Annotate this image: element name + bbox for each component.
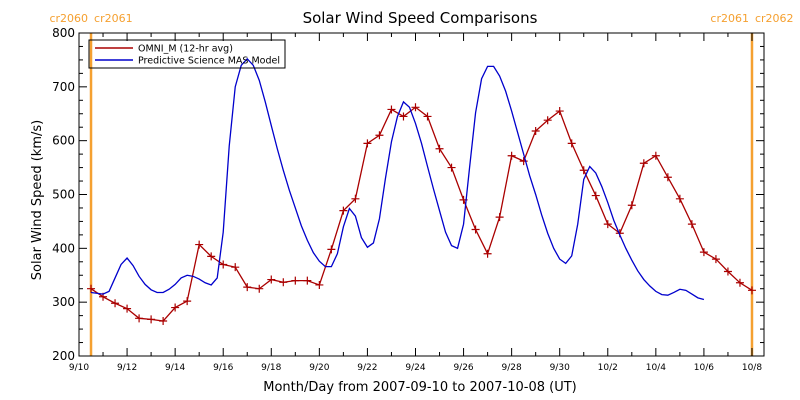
series-point-0 <box>519 157 528 166</box>
x-tick-label: 9/26 <box>453 363 473 373</box>
series-point-0 <box>411 103 420 112</box>
series-point-0 <box>183 297 192 306</box>
series-point-0 <box>579 166 588 175</box>
series-point-0 <box>303 276 312 285</box>
legend-label-mas: Predictive Science MAS Model <box>138 56 280 67</box>
x-tick-label: 9/24 <box>405 363 425 373</box>
y-axis-label: Solar Wind Speed (km/s) <box>30 120 45 280</box>
x-tick-label: 10/4 <box>646 363 666 373</box>
series-point-0 <box>639 159 648 168</box>
y-tick-label: 400 <box>52 241 75 255</box>
series-point-0 <box>135 314 144 323</box>
series-layer <box>87 57 756 326</box>
series-point-0 <box>687 220 696 229</box>
series-point-0 <box>327 245 336 254</box>
series-point-0 <box>507 151 516 160</box>
series-point-0 <box>567 139 576 148</box>
series-point-0 <box>627 201 636 210</box>
x-tick-label: 9/20 <box>309 363 329 373</box>
series-point-0 <box>591 191 600 200</box>
y-tick-label: 500 <box>52 188 75 202</box>
series-point-0 <box>723 267 732 276</box>
series-point-0 <box>495 213 504 222</box>
x-tick-label: 9/12 <box>117 363 137 373</box>
series-point-0 <box>603 220 612 229</box>
x-tick-label: 9/14 <box>165 363 185 373</box>
x-tick-label: 9/18 <box>261 363 281 373</box>
series-line-1 <box>90 57 705 301</box>
x-tick-label: 9/28 <box>502 363 522 373</box>
y-tick-label: 700 <box>52 80 75 94</box>
x-tick-label: 10/8 <box>742 363 762 373</box>
series-point-0 <box>339 206 348 215</box>
series-point-0 <box>423 112 432 121</box>
series-point-0 <box>375 131 384 140</box>
series-point-0 <box>87 284 96 293</box>
x-tick-label: 9/10 <box>69 363 89 373</box>
series-point-0 <box>219 260 228 269</box>
series-point-0 <box>255 284 264 293</box>
series-point-0 <box>711 255 720 264</box>
series-point-0 <box>531 126 540 135</box>
series-line-0 <box>90 106 753 322</box>
series-point-0 <box>651 151 660 160</box>
series-point-0 <box>483 249 492 258</box>
series-point-0 <box>363 139 372 148</box>
series-point-0 <box>123 304 132 313</box>
series-point-0 <box>471 225 480 234</box>
series-point-0 <box>747 286 756 295</box>
series-point-0 <box>675 194 684 203</box>
series-point-0 <box>399 112 408 121</box>
x-tick-label: 9/22 <box>357 363 377 373</box>
series-point-0 <box>351 194 360 203</box>
legend-label-omni: OMNI_M (12-hr avg) <box>138 44 233 55</box>
carrington-markers: cr2060 cr2061 cr2061 cr2062 <box>49 12 794 356</box>
legend-box <box>88 39 286 69</box>
series-point-0 <box>171 303 180 312</box>
y-tick-label: 800 <box>52 26 75 40</box>
series-point-0 <box>207 252 216 261</box>
x-tick-label: 10/6 <box>694 363 714 373</box>
series-point-0 <box>447 163 456 172</box>
plot-frame <box>78 32 765 357</box>
series-point-0 <box>435 144 444 153</box>
x-tick-label: 9/16 <box>213 363 233 373</box>
carrington-label-0-right: cr2061 <box>94 12 133 25</box>
series-point-0 <box>147 315 156 324</box>
series-point-0 <box>543 116 552 125</box>
carrington-label-0-left: cr2060 <box>49 12 88 25</box>
carrington-label-1-left: cr2061 <box>710 12 749 25</box>
series-point-0 <box>195 240 204 249</box>
carrington-label-1-right: cr2062 <box>755 12 794 25</box>
series-point-0 <box>555 107 564 116</box>
series-point-0 <box>291 276 300 285</box>
series-point-0 <box>663 173 672 182</box>
x-axis-label: Month/Day from 2007-09-10 to 2007-10-08 … <box>263 380 576 395</box>
series-point-0 <box>243 283 252 292</box>
series-point-0 <box>159 317 168 326</box>
series-point-0 <box>267 275 276 284</box>
legend: OMNI_M (12-hr avg) Predictive Science MA… <box>88 39 286 69</box>
axis-ticks: 200 300 400 500 600 700 800 9/10 9/12 9/14 9/16 9/1… <box>52 26 764 373</box>
series-point-0 <box>699 248 708 257</box>
series-point-0 <box>279 278 288 287</box>
series-point-0 <box>735 278 744 287</box>
y-tick-label: 200 <box>52 349 75 363</box>
series-point-0 <box>231 263 240 272</box>
y-tick-label: 600 <box>52 134 75 148</box>
x-tick-label: 9/30 <box>550 363 570 373</box>
series-point-0 <box>111 299 120 308</box>
chart-title: Solar Wind Speed Comparisons <box>303 9 538 27</box>
series-point-0 <box>387 105 396 114</box>
x-tick-label: 10/2 <box>598 363 618 373</box>
series-point-0 <box>315 280 324 289</box>
y-tick-label: 300 <box>52 295 75 309</box>
